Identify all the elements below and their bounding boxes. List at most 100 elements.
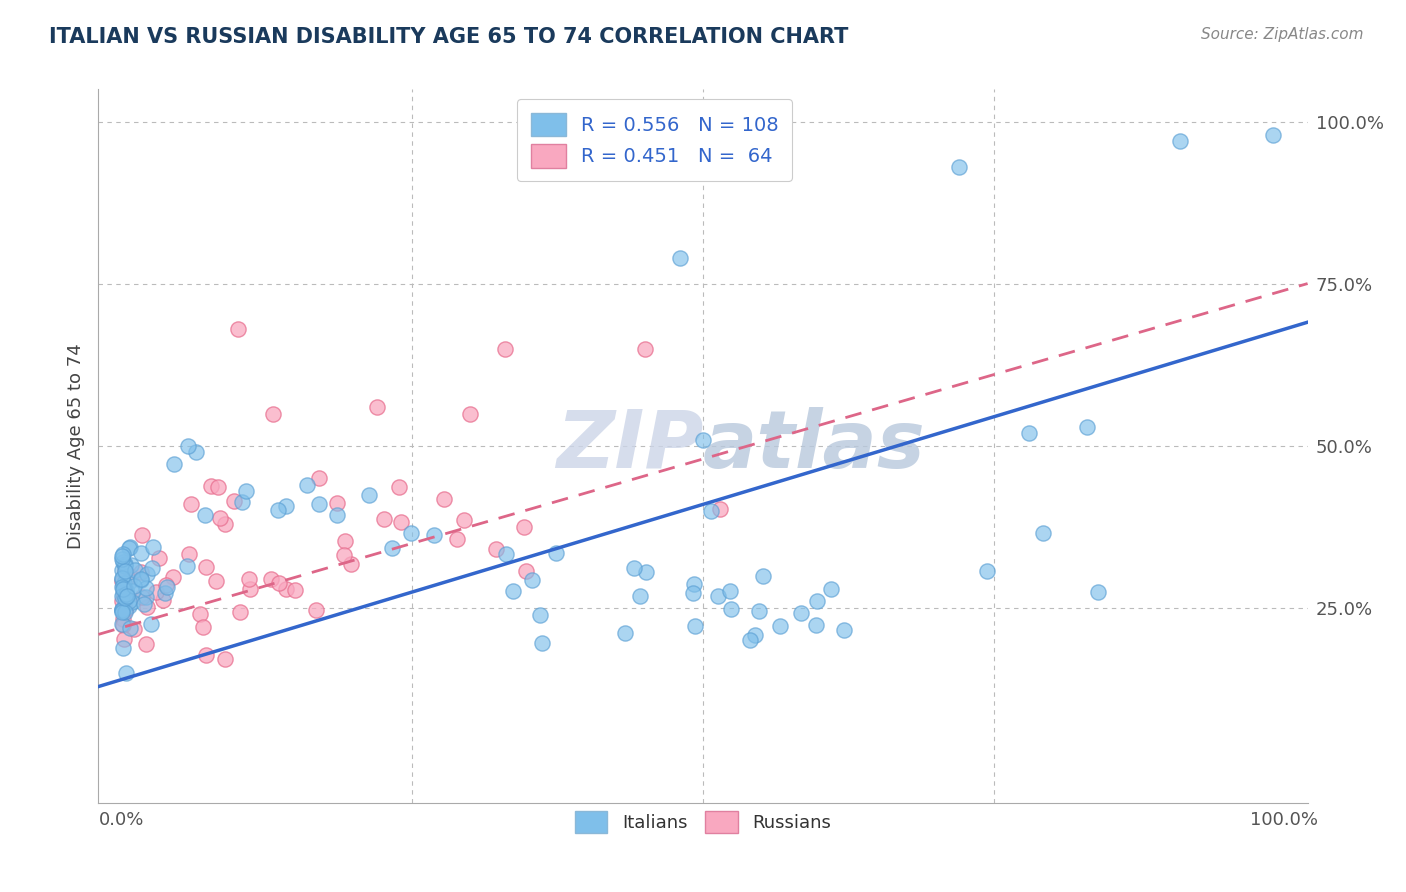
Point [544,546,567,560]
Point [389,515,412,529]
Point [155,586,177,600]
Point [614,625,637,640]
Point [239,582,262,596]
Point [114,564,136,578]
Point [1168,134,1191,148]
Point [267,503,290,517]
Point [305,603,328,617]
Point [141,561,163,575]
Point [148,550,170,565]
Point [115,584,138,599]
Point [115,589,138,603]
Point [111,589,134,603]
Point [790,606,813,620]
Point [231,495,253,509]
Point [276,582,298,596]
Text: Source: ZipAtlas.com: Source: ZipAtlas.com [1201,27,1364,42]
Point [700,504,723,518]
Point [628,589,651,603]
Point [238,572,260,586]
Point [180,497,202,511]
Point [114,603,136,617]
Point [112,640,135,655]
Y-axis label: Disability Age 65 to 74: Disability Age 65 to 74 [66,343,84,549]
Point [111,574,134,588]
Point [388,480,411,494]
Point [226,322,249,336]
Point [1018,425,1040,440]
Text: ITALIAN VS RUSSIAN DISABILITY AGE 65 TO 74 CORRELATION CHART: ITALIAN VS RUSSIAN DISABILITY AGE 65 TO … [49,27,849,46]
Point [135,600,157,615]
Point [177,439,200,453]
Point [495,547,517,561]
Point [720,602,742,616]
Point [531,636,554,650]
Point [668,251,690,265]
Point [115,583,138,598]
Point [155,578,177,592]
Point [401,526,423,541]
Point [820,582,842,596]
Point [111,617,134,632]
Point [744,627,766,641]
Point [135,637,157,651]
Point [422,528,444,542]
Point [135,567,157,582]
Point [692,433,714,447]
Point [284,583,307,598]
Point [156,580,179,594]
Point [111,563,134,577]
Text: atlas: atlas [703,407,925,485]
Point [111,551,134,566]
Point [193,620,215,634]
Point [308,497,330,511]
Point [529,607,551,622]
Point [163,457,186,471]
Point [176,558,198,573]
Point [208,511,231,525]
Point [112,582,135,596]
Point [623,561,645,575]
Point [112,587,135,601]
Point [112,586,135,600]
Point [115,587,138,601]
Point [269,575,291,590]
Point [112,579,135,593]
Point [326,508,349,523]
Point [114,565,136,579]
Point [720,584,742,599]
Point [118,621,141,635]
Point [229,605,252,619]
Point [141,617,163,632]
Point [707,590,730,604]
Point [214,516,236,531]
Point [121,594,143,608]
Point [111,605,134,619]
Point [131,591,153,605]
Point [1087,584,1109,599]
Point [111,603,134,617]
Point [235,483,257,498]
Point [748,603,770,617]
Point [122,622,145,636]
Point [118,541,141,555]
Point [1032,525,1054,540]
Point [485,541,508,556]
Point [214,651,236,665]
Point [111,601,134,615]
Point [111,554,134,568]
Point [114,558,136,573]
Point [114,601,136,615]
Point [184,444,207,458]
Point [460,407,482,421]
Point [274,500,297,514]
Point [752,569,775,583]
Legend: Italians, Russians: Italians, Russians [561,797,845,847]
Point [124,563,146,577]
Point [359,488,381,502]
Point [129,573,152,587]
Point [335,534,357,549]
Point [118,594,141,608]
Point [131,528,153,542]
Point [295,478,318,492]
